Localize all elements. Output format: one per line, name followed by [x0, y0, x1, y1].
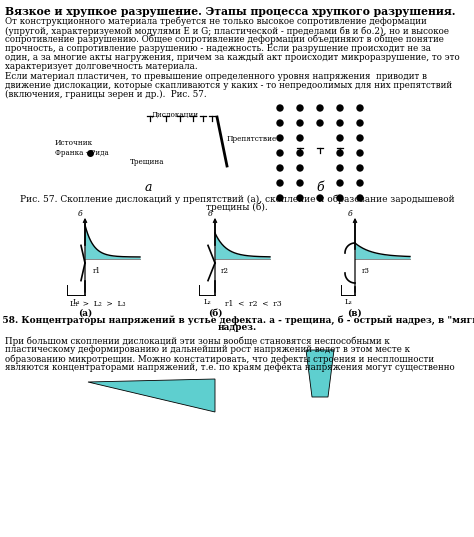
Text: r2: r2: [221, 267, 229, 275]
Circle shape: [357, 135, 363, 141]
Circle shape: [337, 180, 343, 186]
Circle shape: [277, 150, 283, 156]
Circle shape: [357, 150, 363, 156]
Text: r3: r3: [362, 267, 370, 275]
Text: L₂: L₂: [203, 298, 211, 306]
Text: L₃: L₃: [344, 298, 352, 306]
Circle shape: [357, 120, 363, 126]
Text: б: б: [347, 210, 352, 218]
Text: Дислокации: Дислокации: [151, 111, 199, 119]
Circle shape: [357, 180, 363, 186]
Circle shape: [357, 105, 363, 111]
Text: (а): (а): [78, 309, 92, 318]
Polygon shape: [306, 350, 334, 397]
Text: Препятствие: Препятствие: [227, 135, 277, 143]
Circle shape: [317, 105, 323, 111]
Text: От конструкционного материала требуется не только высокое сопротивление деформац: От конструкционного материала требуется …: [5, 17, 427, 26]
Text: При большом скоплении дислокаций эти зоны вообще становятся неспособными к: При большом скоплении дислокаций эти зон…: [5, 336, 390, 345]
Circle shape: [337, 105, 343, 111]
Text: Рис. 58. Концентраторы напряжений в устье дефекта. а - трещина, б - острый надре: Рис. 58. Концентраторы напряжений в усть…: [0, 315, 474, 324]
Text: один, а за многие акты нагружения, причем за каждый акт происходит микроразрушен: один, а за многие акты нагружения, приче…: [5, 53, 460, 62]
Circle shape: [357, 165, 363, 171]
Circle shape: [337, 120, 343, 126]
Text: Вязкое и хрупкое разрушение. Этапы процесса хрупкого разрушения.: Вязкое и хрупкое разрушение. Этапы проце…: [5, 6, 456, 17]
Text: (б): (б): [208, 309, 222, 318]
Circle shape: [277, 135, 283, 141]
Circle shape: [337, 195, 343, 201]
Text: (включения, границы зерен и др.).  Рис. 57.: (включения, границы зерен и др.). Рис. 5…: [5, 90, 207, 99]
Circle shape: [277, 105, 283, 111]
Text: сопротивление разрушению. Общее сопротивление деформации объединяют в общее поня: сопротивление разрушению. Общее сопротив…: [5, 35, 444, 45]
Circle shape: [297, 120, 303, 126]
Text: (в): (в): [347, 309, 363, 318]
Text: L₁: L₁: [72, 298, 80, 306]
Text: б: б: [77, 210, 82, 218]
Text: r1  <  r2  <  r3: r1 < r2 < r3: [225, 300, 282, 308]
Circle shape: [277, 120, 283, 126]
Circle shape: [337, 135, 343, 141]
Circle shape: [277, 180, 283, 186]
Circle shape: [357, 195, 363, 201]
Circle shape: [297, 165, 303, 171]
Text: L₁  >  L₂  >  L₃: L₁ > L₂ > L₃: [70, 300, 126, 308]
Circle shape: [297, 180, 303, 186]
Polygon shape: [88, 379, 215, 412]
Text: Источник
Франка - Рида: Источник Франка - Рида: [55, 140, 109, 157]
Text: трещины (б).: трещины (б).: [206, 203, 268, 213]
Text: образованию микротрещин. Можно констатировать, что дефекты строения и несплошнос: образованию микротрещин. Можно констатир…: [5, 354, 434, 364]
Text: надрез.: надрез.: [218, 323, 256, 332]
Circle shape: [297, 105, 303, 111]
Text: б: б: [207, 210, 212, 218]
Text: а: а: [144, 181, 152, 194]
Circle shape: [297, 150, 303, 156]
Circle shape: [317, 195, 323, 201]
Circle shape: [337, 150, 343, 156]
Circle shape: [277, 165, 283, 171]
Text: Рис. 57. Скопление дислокаций у препятствий (а), скопление и образование зародыш: Рис. 57. Скопление дислокаций у препятст…: [20, 195, 454, 205]
Text: являются концентраторами напряжений, т.е. по краям дефекта напряжения могут суще: являются концентраторами напряжений, т.е…: [5, 363, 455, 372]
Text: движение дислокации, которые скапливаются у каких - то непредоолимых для них пре: движение дислокации, которые скапливаютс…: [5, 81, 452, 90]
Text: Если материал пластичен, то превышение определенного уровня напряжения  приводит: Если материал пластичен, то превышение о…: [5, 72, 427, 81]
Circle shape: [297, 135, 303, 141]
Text: б: б: [316, 181, 324, 194]
Text: прочность, а сопротивление разрушению - надежность. Если разрушение происходит н: прочность, а сопротивление разрушению - …: [5, 44, 431, 53]
Circle shape: [297, 195, 303, 201]
Circle shape: [317, 120, 323, 126]
Text: (упругой, характеризуемой модулями Е и G; пластической - пределами бв и бо.2), н: (упругой, характеризуемой модулями Е и G…: [5, 26, 449, 35]
Text: Трещина: Трещина: [130, 158, 164, 166]
Text: характеризует долговечность материала.: характеризует долговечность материала.: [5, 62, 198, 71]
Circle shape: [277, 195, 283, 201]
Circle shape: [337, 165, 343, 171]
Text: r1: r1: [93, 267, 101, 275]
Text: пластическому деформированию и дальнейший рост напряжений ведет в этом месте к: пластическому деформированию и дальнейши…: [5, 345, 410, 354]
